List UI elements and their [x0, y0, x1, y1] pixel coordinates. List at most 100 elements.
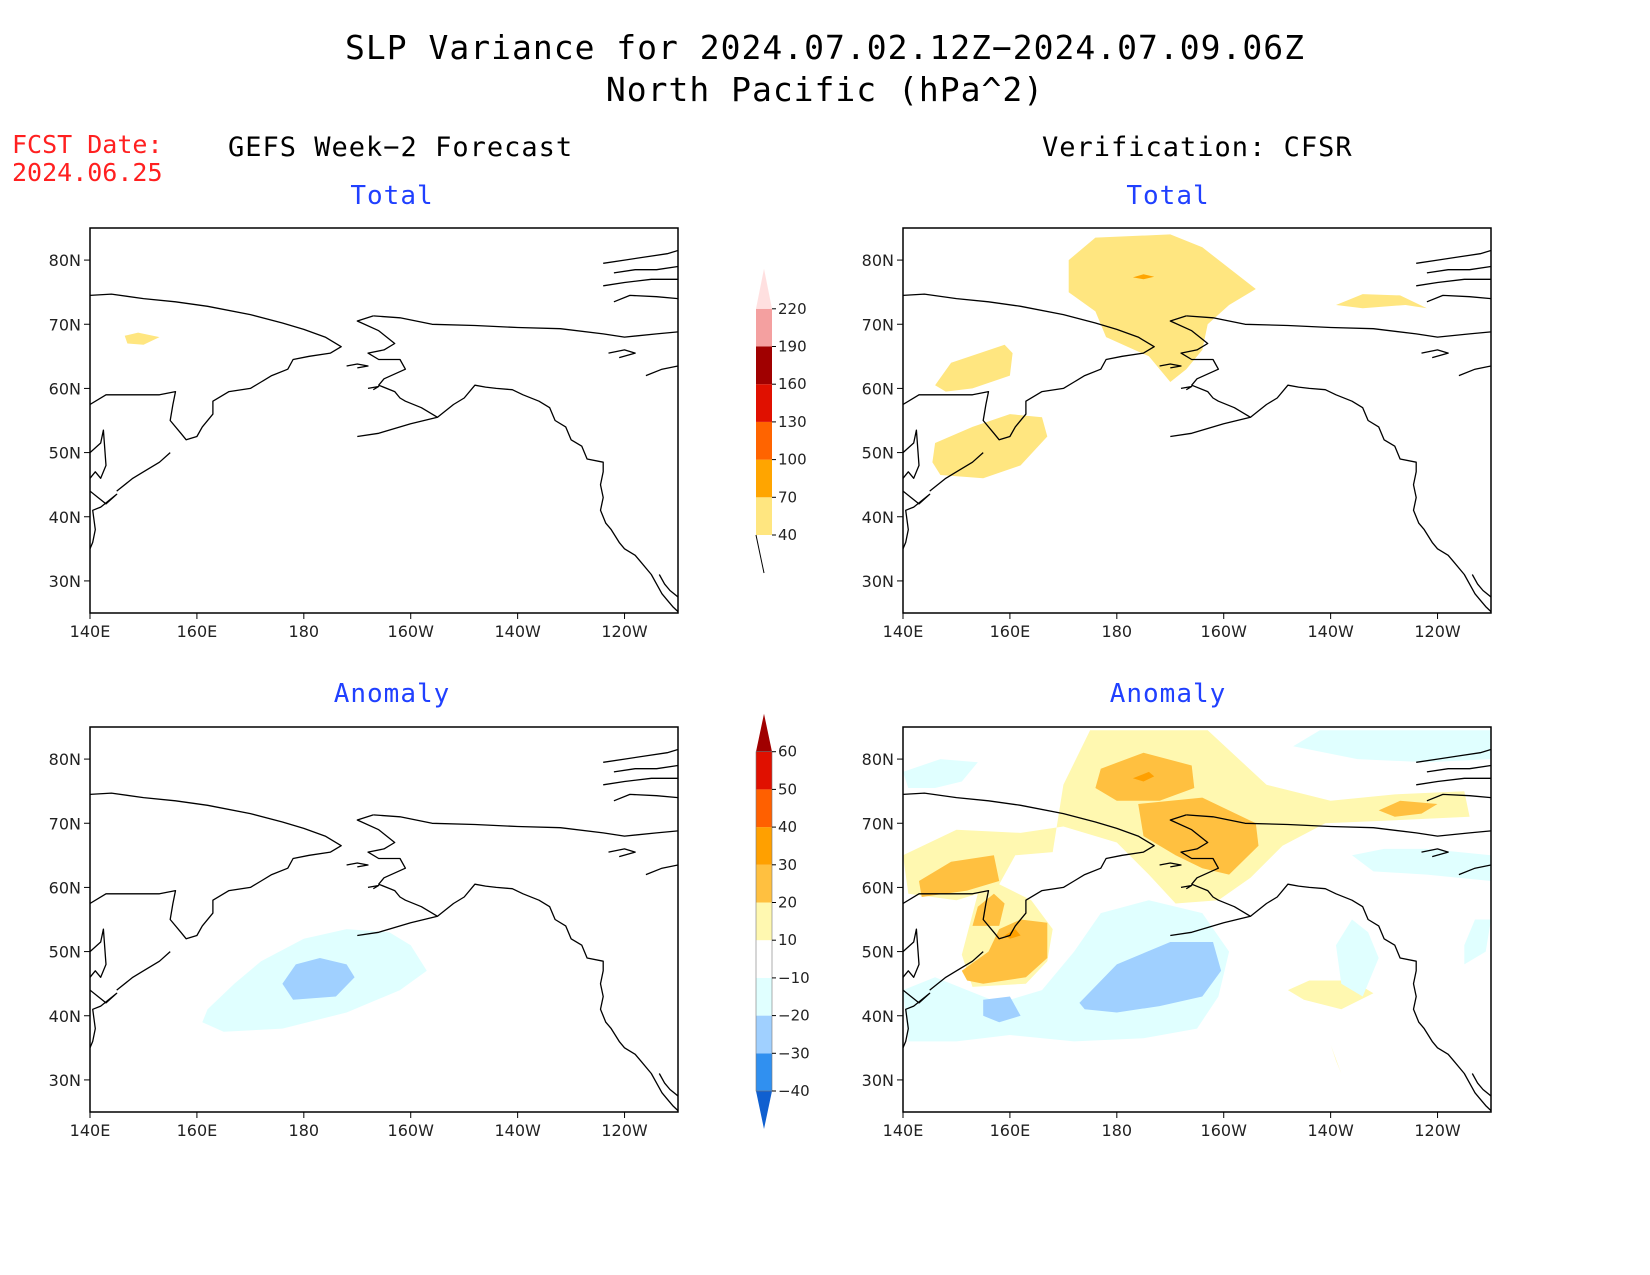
coastline — [603, 748, 678, 763]
contour--20--30-17 — [1079, 942, 1222, 1013]
coastline — [1458, 365, 1491, 377]
coastline — [658, 1073, 678, 1097]
colorbar-top-arrow — [756, 713, 772, 752]
coastline — [1416, 777, 1491, 786]
coastline — [645, 864, 678, 876]
colorbar-box — [756, 1053, 772, 1091]
coastline — [437, 883, 678, 1112]
colorbar-box — [756, 346, 772, 385]
coastline — [903, 792, 1155, 940]
coastline — [1426, 764, 1491, 773]
coastline — [1421, 349, 1449, 359]
coastline — [1471, 574, 1491, 598]
forecast-column-title: GEFS Week−2 Forecast — [228, 132, 574, 163]
x-tick-label: 140W — [494, 1121, 541, 1140]
colorbar-label: −20 — [778, 1007, 810, 1025]
coastline — [367, 385, 380, 391]
colorbar-label: 40 — [778, 526, 797, 544]
coastline — [613, 793, 678, 802]
y-tick-label: 70N — [862, 315, 894, 334]
x-tick-label: 140E — [883, 622, 924, 641]
contour-20-30-5 — [919, 855, 1000, 897]
contour--10--20-12 — [903, 759, 978, 788]
contour--10--20-15 — [1336, 919, 1379, 997]
x-tick-label: 160W — [1201, 1121, 1248, 1140]
x-tick-label: 180 — [1102, 1121, 1133, 1140]
y-tick-label: 80N — [862, 251, 894, 270]
map-frame — [89, 227, 679, 614]
coastline — [603, 777, 678, 786]
x-tick-label: 120W — [1414, 1121, 1461, 1140]
coastline — [929, 951, 984, 991]
contour-30-40-9 — [1132, 771, 1155, 782]
y-tick-label: 70N — [862, 814, 894, 833]
colorbar-label: 10 — [778, 931, 797, 949]
x-tick-label: 120W — [1414, 622, 1461, 641]
total-colorbar: 40 70 100 130 160 190 220 — [755, 268, 807, 574]
coastline — [1458, 864, 1491, 876]
y-tick-label: 60N — [49, 379, 81, 398]
y-tick-label: 60N — [862, 379, 894, 398]
colorbar-label: 130 — [778, 413, 807, 431]
x-tick-label: 160E — [177, 1121, 218, 1140]
y-tick-label: 50N — [49, 444, 81, 463]
coastline — [608, 848, 636, 858]
y-tick-label: 30N — [49, 572, 81, 591]
coastline — [1416, 278, 1491, 287]
coastline — [603, 278, 678, 287]
colorbar-label: −40 — [778, 1082, 810, 1100]
colorbar-label: 160 — [778, 375, 807, 393]
colorbar-label: 70 — [778, 488, 797, 506]
x-tick-label: 160W — [388, 622, 435, 641]
y-tick-label: 50N — [862, 444, 894, 463]
y-tick-label: 30N — [862, 1071, 894, 1090]
x-tick-label: 160E — [990, 622, 1031, 641]
coastline — [658, 574, 678, 598]
coastline — [437, 384, 678, 613]
y-tick-label: 40N — [49, 1007, 81, 1026]
x-tick-label: 140W — [1307, 1121, 1354, 1140]
contour-40-70-1 — [935, 344, 1013, 392]
colorbar-box — [756, 384, 772, 422]
y-tick-label: 80N — [49, 251, 81, 270]
coastline — [608, 349, 636, 359]
coastline — [373, 814, 678, 837]
contour-40-70-3 — [1336, 294, 1427, 309]
coastline — [1250, 384, 1491, 613]
coastline — [90, 928, 107, 978]
coastline — [346, 363, 369, 369]
x-tick-label: 140W — [1307, 622, 1354, 641]
colorbar-label: 50 — [778, 780, 797, 798]
colorbar-box — [756, 459, 772, 498]
colorbar-box — [756, 902, 772, 941]
main-title: SLP Variance for 2024.07.02.12Z−2024.07.… — [345, 28, 1305, 67]
coastline — [90, 989, 118, 1049]
coastline — [903, 293, 1155, 441]
y-tick-label: 40N — [862, 508, 894, 527]
y-tick-label: 80N — [49, 750, 81, 769]
coastline — [1250, 883, 1491, 1112]
forecast-total-map: 140E 160E 180 160W 140W 120W 30N 40N 50N 60N 70N 80… — [49, 227, 679, 641]
x-tick-label: 180 — [289, 622, 320, 641]
coastline — [1180, 884, 1193, 890]
x-tick-label: 180 — [289, 1121, 320, 1140]
main-subtitle: North Pacific (hPa^2) — [605, 70, 1045, 109]
coastline — [929, 452, 984, 492]
coastline — [1426, 793, 1491, 802]
coastline — [903, 429, 920, 479]
coastline — [1186, 814, 1491, 837]
contour-20-30-6 — [961, 919, 1048, 984]
colorbar-box — [756, 827, 772, 865]
y-tick-label: 50N — [862, 943, 894, 962]
coastline — [1471, 1073, 1491, 1097]
coastline — [613, 764, 678, 773]
contour--30--20-1 — [282, 958, 355, 1000]
y-tick-label: 40N — [49, 508, 81, 527]
contour-20-30-3 — [1138, 797, 1259, 875]
y-tick-label: 70N — [49, 814, 81, 833]
coastline — [903, 989, 931, 1049]
x-tick-label: 160W — [1201, 622, 1248, 641]
verification-anomaly-map: 140E 160E 180 160W 140W 120W 30N 40N 50N 60N 70N 80… — [862, 726, 1492, 1140]
coastline — [903, 928, 920, 978]
colorbar-bottom-arrow — [756, 1091, 772, 1129]
